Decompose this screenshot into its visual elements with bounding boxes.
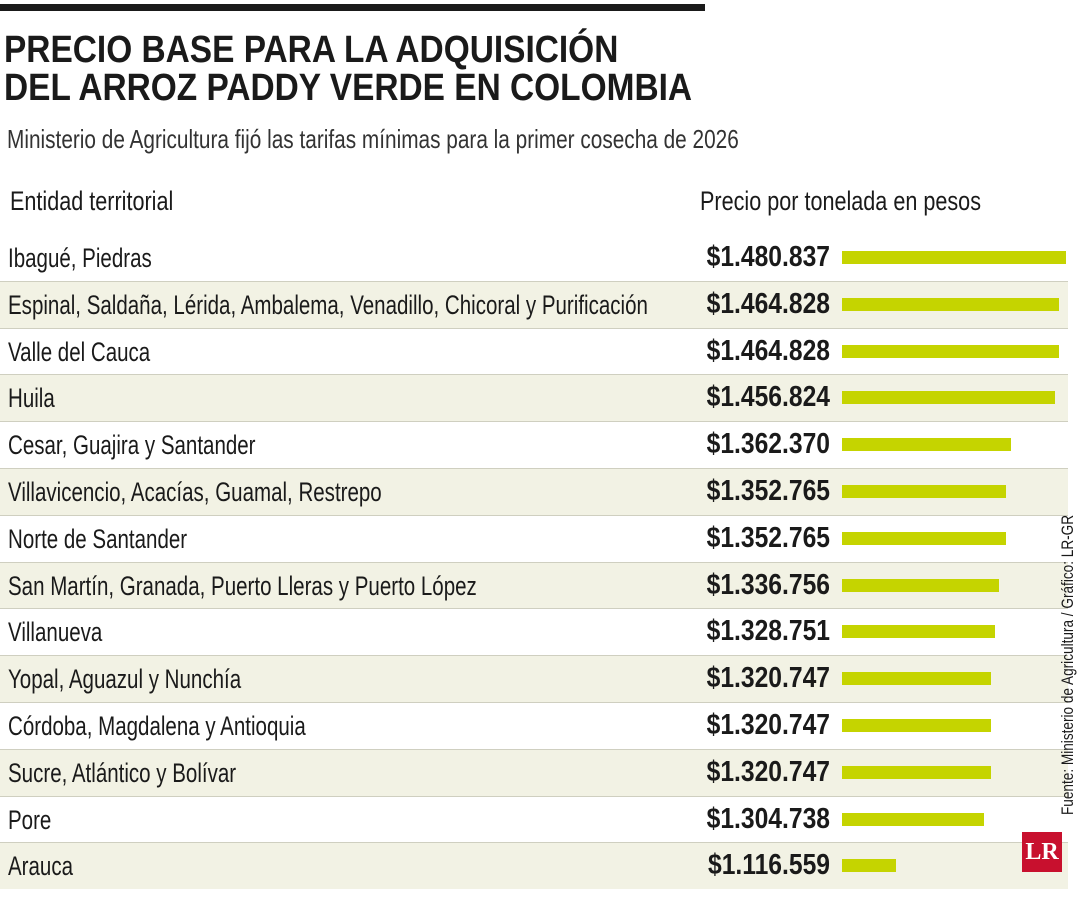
bar [842, 578, 999, 592]
chart-title: DEL ARROZ PADDY VERDE EN COLOMBIA [4, 67, 693, 109]
row-label: Córdoba, Magdalena y Antioquia [8, 711, 306, 741]
row-label: Arauca [8, 851, 74, 882]
bar [842, 625, 996, 639]
bar [842, 719, 992, 732]
bar [842, 765, 992, 779]
column-header: Entidad territorial [10, 186, 174, 216]
bar [842, 485, 1007, 498]
bar [842, 297, 1059, 311]
row-label: Sucre, Atlántico y Bolívar [8, 757, 237, 788]
value-label: $1.352.765 [706, 475, 830, 507]
bar [842, 672, 992, 686]
top-rule [0, 4, 705, 11]
bar [842, 859, 897, 873]
row-label: Valle del Cauca [8, 336, 151, 367]
row-label: Villanueva [8, 617, 103, 648]
row-label: Ibagué, Piedras [8, 243, 152, 273]
value-label: $1.320.747 [706, 662, 830, 695]
row-background [0, 842, 1068, 890]
value-label: $1.320.747 [706, 755, 830, 788]
row-label: Espinal, Saldaña, Lérida, Ambalema, Vena… [8, 289, 648, 320]
logo: LR [1022, 832, 1062, 872]
row-label: San Martín, Granada, Puerto Lleras y Pue… [8, 570, 477, 601]
value-label: $1.116.559 [707, 849, 830, 882]
subtitle: Ministerio de Agricultura fijó las tarif… [7, 124, 739, 154]
value-label: $1.362.370 [706, 428, 830, 461]
value-label: $1.464.828 [706, 287, 830, 320]
row-label: Pore [8, 804, 52, 835]
source: Fuente: Ministerio de Agricultura / Gráf… [1058, 514, 1077, 815]
chart-title: PRECIO BASE PARA LA ADQUISICIÓN [4, 29, 619, 71]
row-label: Cesar, Guajira y Santander [8, 430, 256, 461]
bar [842, 344, 1059, 358]
value-label: $1.352.765 [706, 521, 830, 554]
bar [842, 438, 1011, 452]
bar [842, 531, 1007, 545]
value-label: $1.336.756 [706, 568, 830, 601]
bar [842, 251, 1067, 264]
row-label: Norte de Santander [8, 523, 188, 554]
row-label: Yopal, Aguazul y Nunchía [8, 664, 242, 695]
bar [842, 812, 984, 826]
value-label: $1.328.751 [706, 615, 830, 648]
value-label: $1.456.824 [706, 381, 830, 414]
row-label: Huila [8, 383, 55, 414]
value-label: $1.320.747 [706, 709, 830, 741]
value-label: $1.304.738 [706, 802, 830, 835]
row-label: Villavicencio, Acacías, Guamal, Restrepo [8, 477, 382, 507]
value-label: $1.464.828 [706, 334, 830, 367]
value-label: $1.480.837 [706, 241, 830, 273]
bar [842, 391, 1055, 405]
column-header: Precio por tonelada en pesos [700, 186, 981, 216]
